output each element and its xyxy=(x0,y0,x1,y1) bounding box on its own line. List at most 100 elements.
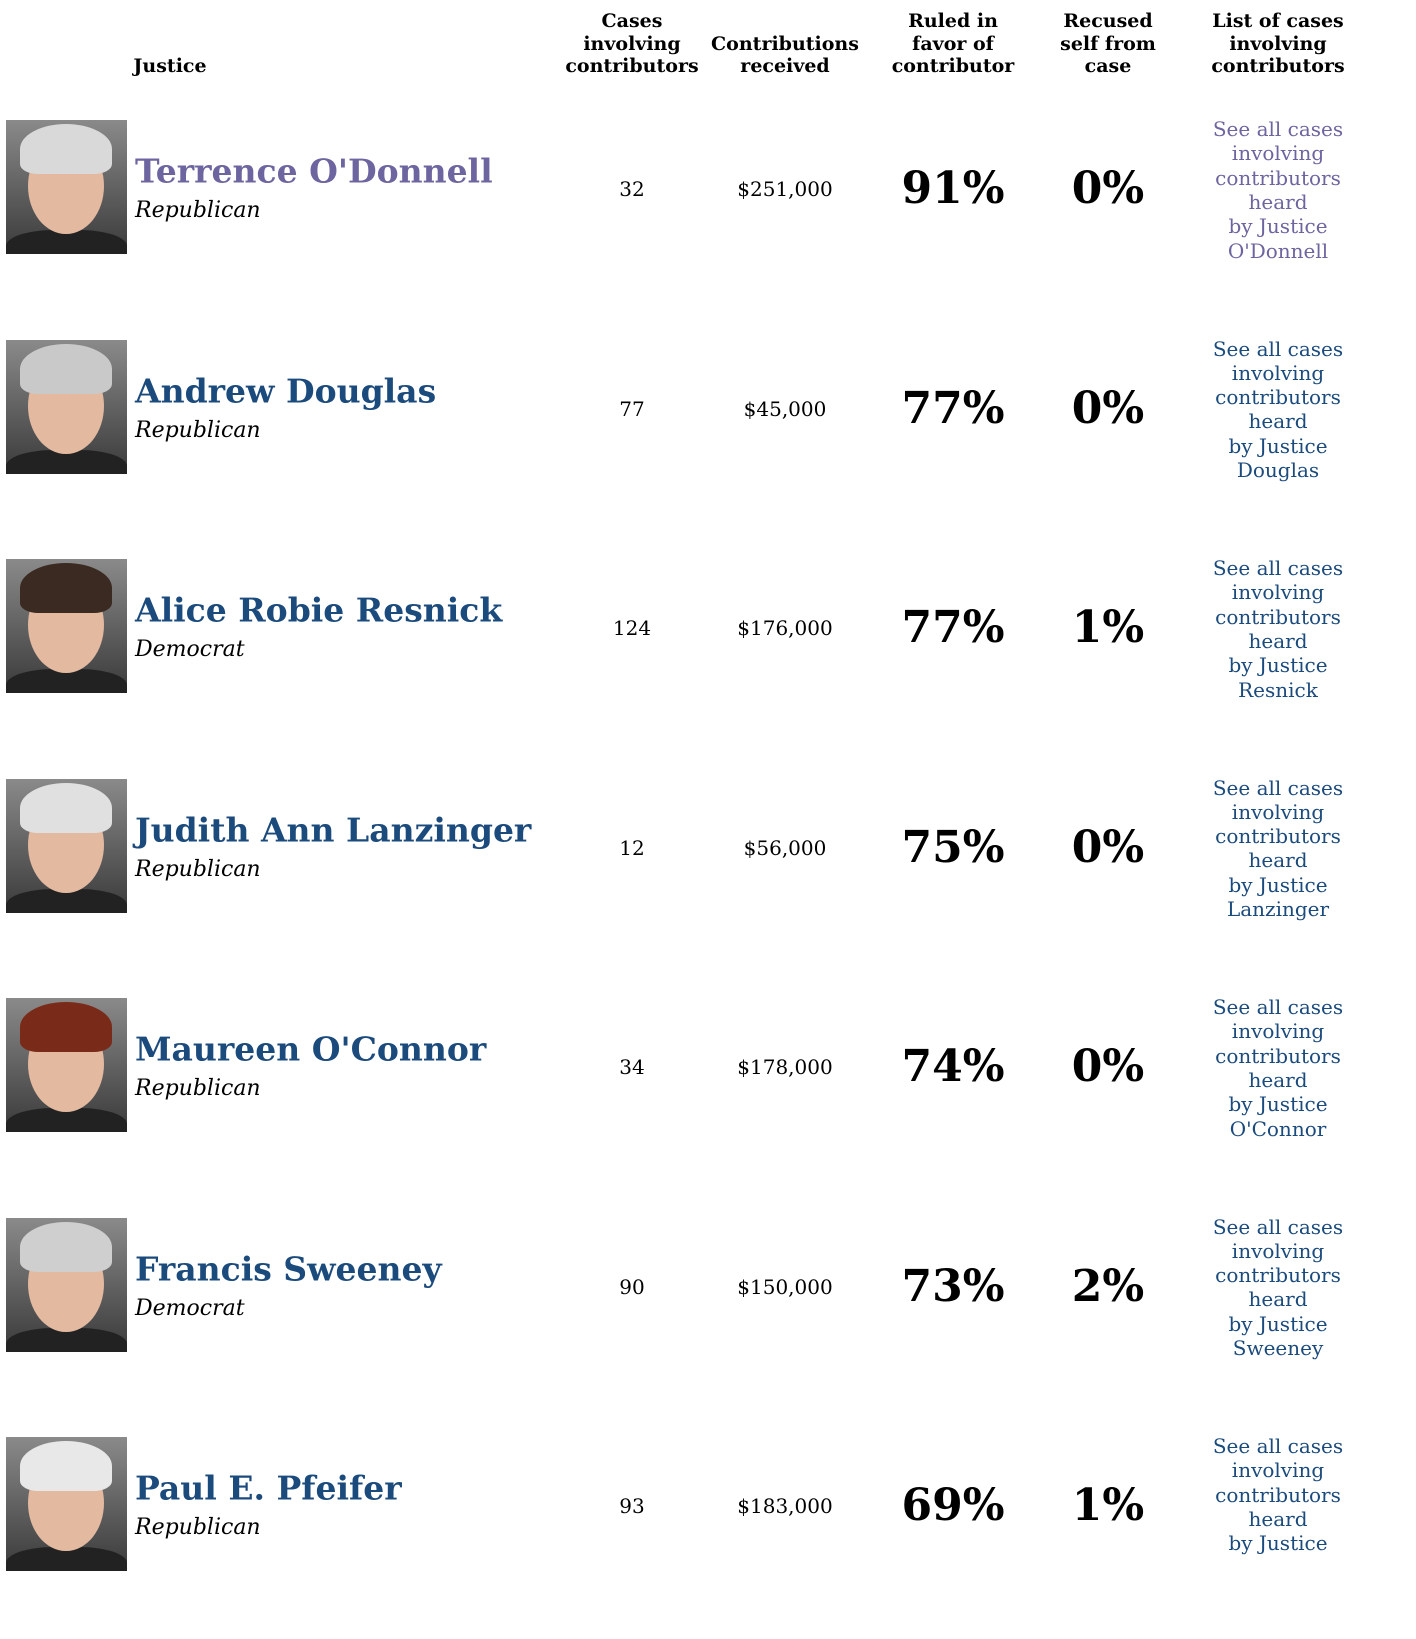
column-header: self from xyxy=(1060,35,1156,54)
contributions: $176,000 xyxy=(737,618,832,638)
column-header: List of cases xyxy=(1212,12,1344,31)
party: Republican xyxy=(135,1517,261,1539)
recused: 0% xyxy=(1072,167,1144,211)
column-header: involving xyxy=(583,35,680,54)
column-header: Recused xyxy=(1063,12,1152,31)
column-header: contributor xyxy=(892,57,1015,76)
party: Republican xyxy=(135,1078,261,1100)
cases-link[interactable]: Resnick xyxy=(1238,680,1318,700)
cases-link[interactable]: contributors xyxy=(1215,387,1341,407)
cases-link[interactable]: contributors xyxy=(1215,607,1341,627)
cases-link[interactable]: heard xyxy=(1248,411,1307,431)
justice-photo xyxy=(6,998,127,1132)
column-header: Cases xyxy=(602,12,663,31)
cases-link[interactable]: involving xyxy=(1232,802,1324,822)
party: Republican xyxy=(135,200,261,222)
justice-name[interactable]: Terrence O'Donnell xyxy=(135,155,493,188)
justice-photo xyxy=(6,120,127,254)
party: Republican xyxy=(135,420,261,442)
recused: 1% xyxy=(1072,1484,1144,1528)
cases-link[interactable]: by Justice xyxy=(1228,1314,1327,1334)
cases-link[interactable]: Douglas xyxy=(1237,460,1319,480)
cases-count: 93 xyxy=(619,1496,644,1516)
cases-link[interactable]: by Justice xyxy=(1228,655,1327,675)
cases-link[interactable]: See all cases xyxy=(1213,558,1343,578)
column-header: Justice xyxy=(133,57,206,76)
cases-link[interactable]: See all cases xyxy=(1213,1436,1343,1456)
justice-name[interactable]: Andrew Douglas xyxy=(135,374,436,407)
ruled-in-favor: 73% xyxy=(901,1265,1004,1309)
cases-link[interactable]: See all cases xyxy=(1213,339,1343,359)
cases-link[interactable]: by Justice xyxy=(1228,216,1327,236)
justice-photo xyxy=(6,559,127,693)
cases-link[interactable]: contributors xyxy=(1215,1485,1341,1505)
cases-link[interactable]: by Justice xyxy=(1228,1533,1327,1553)
cases-link[interactable]: heard xyxy=(1248,850,1307,870)
cases-link[interactable]: See all cases xyxy=(1213,997,1343,1017)
column-header: contributors xyxy=(1211,57,1344,76)
cases-count: 12 xyxy=(619,838,644,858)
cases-link[interactable]: O'Connor xyxy=(1230,1119,1327,1139)
cases-link[interactable]: involving xyxy=(1232,143,1324,163)
ruled-in-favor: 74% xyxy=(901,1045,1004,1089)
cases-link[interactable]: contributors xyxy=(1215,826,1341,846)
cases-link[interactable]: O'Donnell xyxy=(1228,241,1328,261)
cases-count: 77 xyxy=(619,399,644,419)
recused: 0% xyxy=(1072,387,1144,431)
column-header: favor of xyxy=(912,35,994,54)
justice-photo xyxy=(6,1437,127,1571)
column-header: Ruled in xyxy=(908,12,998,31)
cases-link[interactable]: contributors xyxy=(1215,168,1341,188)
contributions: $150,000 xyxy=(737,1277,832,1297)
cases-link[interactable]: involving xyxy=(1232,582,1324,602)
ruled-in-favor: 69% xyxy=(901,1484,1004,1528)
cases-link[interactable]: involving xyxy=(1232,1021,1324,1041)
ruled-in-favor: 75% xyxy=(901,826,1004,870)
column-header: received xyxy=(740,57,829,76)
contributions: $178,000 xyxy=(737,1057,832,1077)
column-header: involving xyxy=(1229,35,1326,54)
cases-link[interactable]: Sweeney xyxy=(1233,1338,1324,1358)
column-header: Contributions xyxy=(711,35,859,54)
justice-name[interactable]: Paul E. Pfeifer xyxy=(135,1472,402,1505)
cases-link[interactable]: contributors xyxy=(1215,1046,1341,1066)
cases-link[interactable]: by Justice xyxy=(1228,1094,1327,1114)
cases-count: 32 xyxy=(619,179,644,199)
cases-count: 90 xyxy=(619,1277,644,1297)
ruled-in-favor: 77% xyxy=(901,606,1004,650)
justice-photo xyxy=(6,1218,127,1352)
contributions: $183,000 xyxy=(737,1496,832,1516)
cases-link[interactable]: See all cases xyxy=(1213,1217,1343,1237)
recused: 0% xyxy=(1072,1045,1144,1089)
cases-link[interactable]: involving xyxy=(1232,363,1324,383)
ruled-in-favor: 77% xyxy=(901,387,1004,431)
cases-count: 34 xyxy=(619,1057,644,1077)
justice-photo xyxy=(6,340,127,474)
cases-link[interactable]: heard xyxy=(1248,1070,1307,1090)
cases-link[interactable]: contributors xyxy=(1215,1265,1341,1285)
ruled-in-favor: 91% xyxy=(901,167,1004,211)
cases-link[interactable]: heard xyxy=(1248,1509,1307,1529)
party: Democrat xyxy=(135,639,245,661)
column-header: contributors xyxy=(565,57,698,76)
justice-name[interactable]: Judith Ann Lanzinger xyxy=(135,813,531,846)
cases-link[interactable]: Lanzinger xyxy=(1227,899,1329,919)
cases-link[interactable]: involving xyxy=(1232,1460,1324,1480)
cases-link[interactable]: heard xyxy=(1248,1289,1307,1309)
justice-name[interactable]: Alice Robie Resnick xyxy=(135,594,502,627)
cases-link[interactable]: by Justice xyxy=(1228,875,1327,895)
justice-name[interactable]: Francis Sweeney xyxy=(135,1252,442,1285)
column-header: case xyxy=(1085,57,1132,76)
cases-link[interactable]: heard xyxy=(1248,192,1307,212)
page: Justice Cases involving contributors Contrib… xyxy=(0,0,1416,1639)
cases-link[interactable]: See all cases xyxy=(1213,119,1343,139)
party: Democrat xyxy=(135,1298,245,1320)
cases-link[interactable]: involving xyxy=(1232,1241,1324,1261)
cases-link[interactable]: heard xyxy=(1248,631,1307,651)
contributions: $56,000 xyxy=(744,838,827,858)
cases-link[interactable]: See all cases xyxy=(1213,778,1343,798)
cases-count: 124 xyxy=(613,618,651,638)
cases-link[interactable]: by Justice xyxy=(1228,436,1327,456)
contributions: $45,000 xyxy=(744,399,827,419)
justice-name[interactable]: Maureen O'Connor xyxy=(135,1033,486,1066)
